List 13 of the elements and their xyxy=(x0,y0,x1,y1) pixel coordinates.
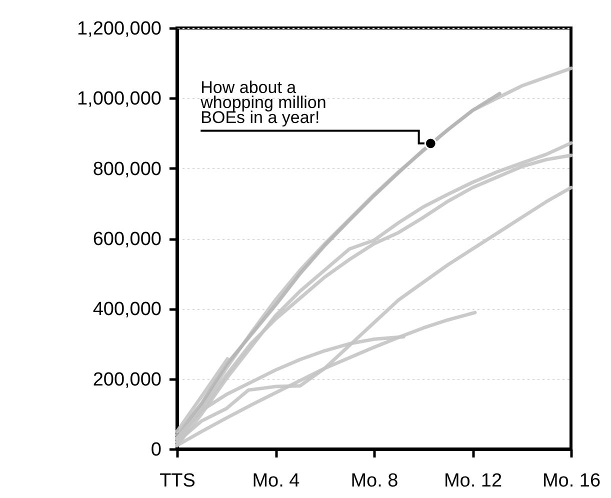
y-tick-label: 600,000 xyxy=(92,229,162,250)
y-tick-label: 400,000 xyxy=(92,299,162,320)
y-tick-label: 1,200,000 xyxy=(76,18,162,40)
x-tick-label: Mo. 8 xyxy=(350,470,398,492)
y-tick-label: 0 xyxy=(150,440,162,460)
annotation: How about a whopping million BOEs in a year! xyxy=(200,78,326,127)
x-tick-label: Mo. 12 xyxy=(444,470,502,492)
y-tick-label: 200,000 xyxy=(92,369,162,390)
x-tick-label: TTS xyxy=(160,470,196,492)
x-tick-label: Mo. 16 xyxy=(542,470,601,492)
y-tick-label: 800,000 xyxy=(92,158,162,180)
x-tick-label: Mo. 4 xyxy=(252,470,300,492)
y-tick-label: 1,000,000 xyxy=(76,88,162,110)
